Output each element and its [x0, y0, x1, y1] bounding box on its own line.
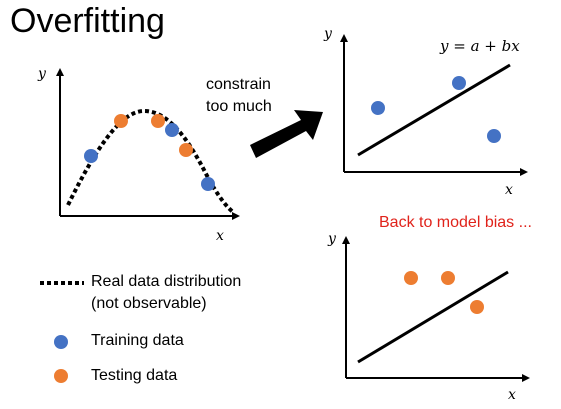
- top-right-plot-x-label: x: [505, 182, 513, 198]
- legend-testing-swatch: [54, 369, 68, 383]
- testing-point: [470, 300, 484, 314]
- training-point: [371, 101, 385, 115]
- legend-training-swatch: [54, 335, 68, 349]
- bottom-right-plot: y x: [327, 231, 530, 403]
- legend-real-distribution-label: Real data distribution: [91, 273, 242, 290]
- legend-real-distribution-note: (not observable): [91, 295, 207, 312]
- training-point: [84, 149, 98, 163]
- bottom-right-plot-y-label: y: [327, 231, 337, 247]
- constrain-label: constrain too much: [206, 74, 272, 118]
- testing-point: [404, 271, 418, 285]
- bottom-right-plot-x-label: x: [508, 387, 516, 403]
- constrain-arrow: [250, 110, 323, 158]
- slide-title: Overfitting: [10, 2, 165, 40]
- testing-point: [179, 143, 193, 157]
- constrain-label-line2: too much: [206, 98, 272, 115]
- training-point: [165, 123, 179, 137]
- training-point: [452, 76, 466, 90]
- top-right-plot-y-label: y: [323, 26, 333, 42]
- left-plot-x-label: x: [216, 228, 224, 244]
- real-distribution-curve: [66, 108, 235, 214]
- testing-point: [114, 114, 128, 128]
- left-plot-y-label: y: [37, 66, 47, 82]
- linear-equation: y = a + bx: [439, 37, 520, 55]
- testing-point: [441, 271, 455, 285]
- legend-testing-label: Testing data: [91, 367, 178, 384]
- training-point: [201, 177, 215, 191]
- testing-point: [151, 114, 165, 128]
- legend-real-distribution: Real data distribution (not observable): [91, 271, 241, 315]
- fitted-line: [357, 270, 509, 364]
- model-bias-note: Back to model bias ...: [379, 214, 532, 231]
- training-point: [487, 129, 501, 143]
- legend-training-label: Training data: [91, 332, 184, 349]
- left-plot: y x: [37, 66, 240, 244]
- constrain-label-line1: constrain: [206, 76, 271, 93]
- top-right-plot: y x y = a + bx: [323, 26, 528, 198]
- fitted-line: [357, 63, 511, 157]
